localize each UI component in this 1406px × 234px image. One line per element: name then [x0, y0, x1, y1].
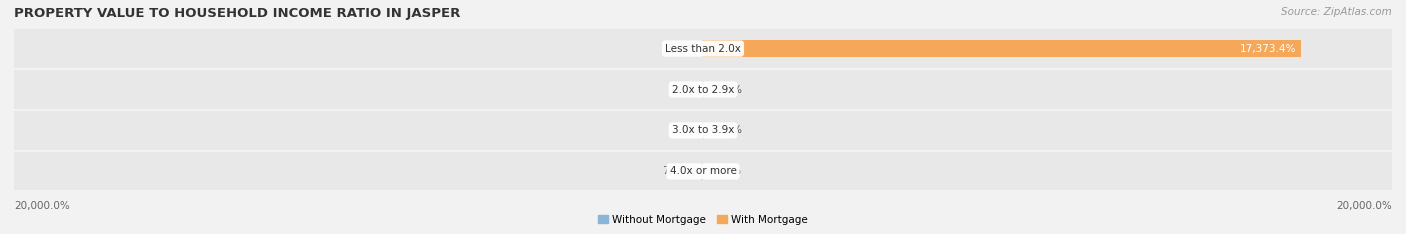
Text: 3.3%: 3.3% [671, 84, 697, 95]
Text: 3.0x to 3.9x: 3.0x to 3.9x [672, 125, 734, 135]
Text: 72.0%: 72.0% [662, 166, 696, 176]
Text: 4.0x or more: 4.0x or more [669, 166, 737, 176]
Text: 40.5%: 40.5% [710, 125, 742, 135]
Text: 28.0%: 28.0% [709, 84, 742, 95]
Text: 3.3%: 3.3% [671, 125, 697, 135]
Text: Less than 2.0x: Less than 2.0x [665, 44, 741, 54]
Text: 13.0%: 13.0% [709, 166, 741, 176]
Text: PROPERTY VALUE TO HOUSEHOLD INCOME RATIO IN JASPER: PROPERTY VALUE TO HOUSEHOLD INCOME RATIO… [14, 7, 460, 20]
Legend: Without Mortgage, With Mortgage: Without Mortgage, With Mortgage [593, 210, 813, 229]
Text: 17,373.4%: 17,373.4% [1240, 44, 1296, 54]
Text: Source: ZipAtlas.com: Source: ZipAtlas.com [1281, 7, 1392, 17]
Bar [700, 163, 703, 179]
Text: 20,000.0%: 20,000.0% [1336, 201, 1392, 211]
Text: 2.0x to 2.9x: 2.0x to 2.9x [672, 84, 734, 95]
Bar [703, 40, 1302, 57]
Text: 20,000.0%: 20,000.0% [14, 201, 70, 211]
Text: 21.5%: 21.5% [664, 44, 697, 54]
